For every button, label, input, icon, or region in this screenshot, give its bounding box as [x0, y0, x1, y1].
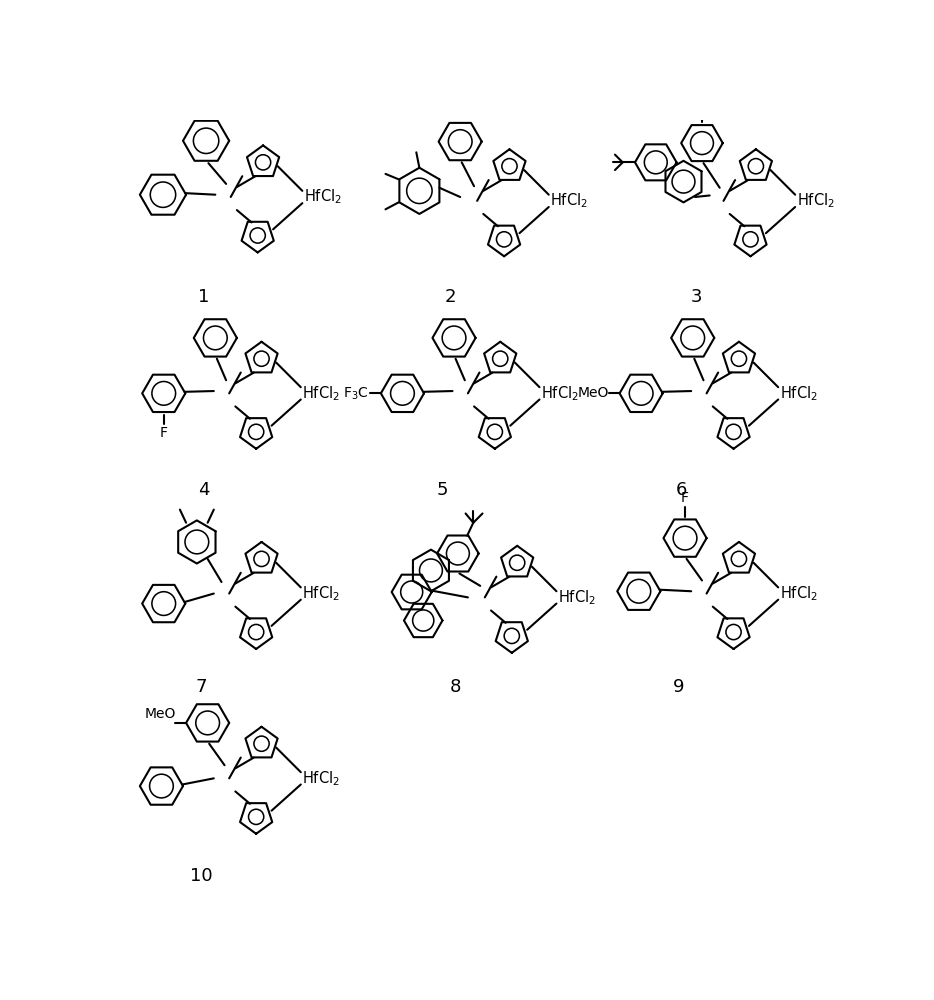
Text: 10: 10 — [191, 867, 213, 885]
Text: MeO: MeO — [578, 386, 609, 400]
Text: 4: 4 — [198, 481, 209, 499]
Text: 1: 1 — [198, 288, 209, 306]
Text: HfCl$_2$: HfCl$_2$ — [558, 588, 596, 607]
Text: HfCl$_2$: HfCl$_2$ — [303, 384, 340, 403]
Text: HfCl$_2$: HfCl$_2$ — [780, 584, 817, 603]
Text: HfCl$_2$: HfCl$_2$ — [780, 384, 817, 403]
Text: 8: 8 — [450, 678, 461, 696]
Text: HfCl$_2$: HfCl$_2$ — [550, 192, 588, 210]
Text: F: F — [160, 426, 168, 440]
Text: 5: 5 — [437, 481, 448, 499]
Text: HfCl$_2$: HfCl$_2$ — [541, 384, 579, 403]
Text: 2: 2 — [445, 288, 456, 306]
Text: 3: 3 — [691, 288, 702, 306]
Text: 9: 9 — [673, 678, 685, 696]
Text: HfCl$_2$: HfCl$_2$ — [303, 584, 340, 603]
Text: HfCl$_2$: HfCl$_2$ — [797, 192, 835, 210]
Text: 7: 7 — [196, 678, 207, 696]
Text: F: F — [681, 491, 689, 505]
Text: 6: 6 — [675, 481, 686, 499]
Text: F$_3$C: F$_3$C — [344, 385, 369, 402]
Text: HfCl$_2$: HfCl$_2$ — [303, 769, 340, 788]
Text: HfCl$_2$: HfCl$_2$ — [304, 188, 342, 206]
Text: MeO: MeO — [144, 707, 176, 721]
